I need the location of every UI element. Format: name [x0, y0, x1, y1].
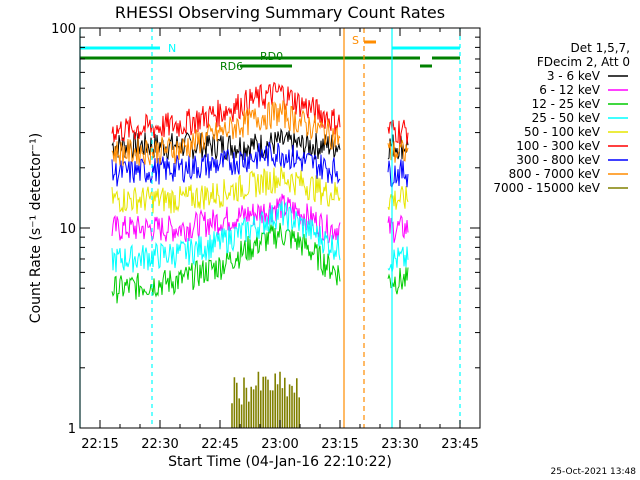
x-tick-label: 23:15 [321, 437, 358, 452]
y-tick-label: 1 [68, 422, 76, 437]
x-tick-label: 23:30 [381, 437, 418, 452]
legend-label: 100 - 300 keV [516, 139, 600, 153]
y-tick-label: 10 [59, 222, 76, 237]
saa-flag-label: N [168, 42, 176, 55]
series-trace-4 [111, 165, 409, 214]
series-trace-2 [111, 222, 409, 304]
x-tick-label: 23:00 [261, 437, 298, 452]
legend-header: Det 1,5,7, [571, 41, 631, 55]
x-axis-label: Start Time (04-Jan-16 22:10:22) [168, 454, 392, 470]
series-trace-7 [111, 100, 409, 166]
series-trace-1 [111, 193, 409, 244]
y-axis-label: Count Rate (s⁻¹ detector⁻¹) [28, 133, 44, 323]
series-trace-5 [111, 81, 409, 145]
legend-label: 25 - 50 keV [532, 111, 601, 125]
series-trace-3 [111, 201, 409, 273]
rd0-flag-label: RD0 [260, 50, 283, 63]
series-trace-8 [231, 371, 300, 428]
legend-label: 50 - 100 keV [524, 125, 601, 139]
s-flag-label: S [352, 34, 359, 47]
legend-label: 6 - 12 keV [539, 83, 601, 97]
legend-label: 7000 - 15000 keV [493, 181, 600, 195]
legend-label: 300 - 800 keV [516, 153, 600, 167]
x-tick-label: 22:45 [201, 437, 238, 452]
timestamp: 25-Oct-2021 13:48 [551, 467, 637, 477]
x-tick-label: 22:30 [141, 437, 178, 452]
legend-label: 800 - 7000 keV [509, 167, 601, 181]
legend-label: 12 - 25 keV [532, 97, 601, 111]
rd6-flag-label: RD6 [220, 60, 243, 73]
x-tick-label: 23:45 [441, 437, 478, 452]
legend-label: 3 - 6 keV [547, 69, 601, 83]
y-tick-label: 100 [51, 22, 76, 37]
chart-title: RHESSI Observing Summary Count Rates [115, 3, 445, 22]
series-trace-6 [111, 141, 409, 189]
legend-header: FDecim 2, Att 0 [537, 55, 630, 69]
x-tick-label: 22:15 [81, 437, 118, 452]
